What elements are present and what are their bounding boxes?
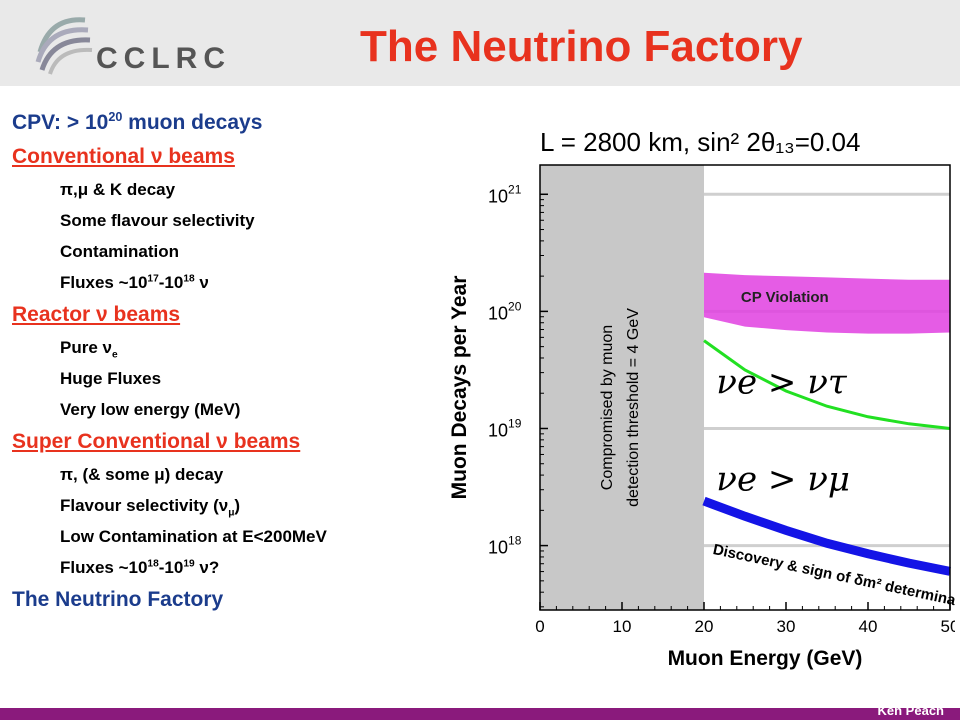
y-tick-base: 10: [488, 538, 508, 558]
bullet-item: Super Conventional ν beams: [12, 430, 301, 453]
bullet-item: Some flavour selectivity: [60, 211, 255, 230]
bullet-text: ν: [194, 273, 209, 292]
bullet-text: Flavour selectivity (ν: [60, 496, 229, 515]
logo-swirl-icon: [35, 17, 93, 75]
bullet-text: -10: [158, 273, 184, 292]
bullet-item: Huge Fluxes: [60, 369, 162, 388]
x-tick-label: 40: [859, 617, 878, 636]
logo-text: CCLRC: [96, 42, 231, 75]
bullet-text: Pure ν: [60, 338, 112, 357]
bullet-item: Fluxes ~1017-1018 ν: [12, 267, 442, 298]
series-note: Discovery & sign of δm² determination: [711, 541, 955, 615]
bullet-item: Low Contamination at E<200MeV: [60, 527, 327, 546]
bullet-script: 18: [183, 273, 195, 285]
bullet-item: Contamination: [60, 242, 179, 261]
bullet-item: The Neutrino Factory: [12, 588, 224, 611]
bullet-text: muon decays: [122, 111, 263, 134]
bullet-script: e: [111, 349, 118, 361]
x-tick-label: 20: [695, 617, 714, 636]
y-tick-label: 1019: [488, 416, 522, 440]
bullet-text: Fluxes ~10: [60, 558, 148, 577]
y-tick-label: 1020: [488, 299, 522, 323]
shaded-region: [540, 165, 704, 610]
x-tick-label: 30: [777, 617, 796, 636]
y-tick-label: 1018: [488, 534, 522, 558]
bullet-item: Pure νe: [12, 332, 442, 363]
author-name: Ken Peach: [877, 703, 944, 718]
shaded-label: detection threshold = 4 GeV: [625, 308, 642, 507]
y-tick-exp: 20: [508, 299, 522, 313]
bullet-item: Conventional ν beams: [12, 145, 235, 168]
x-tick-label: 50: [941, 617, 955, 636]
y-axis-label: Muon Decays per Year: [448, 276, 471, 500]
x-axis-label: Muon Energy (GeV): [668, 647, 863, 670]
y-tick-label: 1021: [488, 182, 522, 206]
series-label: νe > ντ: [716, 362, 848, 402]
bullet-script: 19: [183, 558, 195, 570]
bullet-item: Very low energy (MeV): [60, 400, 241, 419]
bullet-item: π,μ & K decay: [60, 180, 176, 199]
bullet-text: ): [234, 496, 241, 515]
cclrc-logo: [30, 12, 240, 78]
bullet-script: 20: [108, 110, 123, 124]
bullet-item: Reactor ν beams: [12, 303, 181, 326]
y-tick-exp: 19: [508, 416, 522, 430]
bullet-script: 18: [147, 558, 159, 570]
y-tick-base: 10: [488, 420, 508, 440]
header-band: [0, 0, 960, 86]
x-tick-label: 10: [613, 617, 632, 636]
footer-band: [0, 708, 960, 720]
series-label: νe > νμ: [716, 460, 850, 500]
bullet-item: Fluxes ~1018-1019 ν?: [12, 552, 442, 583]
bullet-text: CPV: > 10: [12, 111, 109, 134]
cp-violation-band: [704, 272, 950, 334]
shaded-label: Compromised by muon: [599, 325, 616, 490]
bullet-text: ν?: [194, 558, 220, 577]
slide-title: The Neutrino Factory: [360, 22, 803, 71]
bullet-text: Fluxes ~10: [60, 273, 148, 292]
bullet-script: μ: [228, 507, 235, 519]
bullet-item: Flavour selectivity (νμ): [12, 490, 442, 521]
bullet-item: CPV: > 1020 muon decays: [12, 106, 442, 140]
band-label: CP Violation: [741, 289, 829, 306]
chart-title: L = 2800 km, sin² 2θ₁₃=0.04: [540, 127, 860, 157]
y-tick-exp: 21: [508, 182, 522, 196]
y-tick-base: 10: [488, 186, 508, 206]
bullet-text: -10: [158, 558, 184, 577]
y-tick-base: 10: [488, 303, 508, 323]
muon-decay-chart: CP Violation νe > ντ νe > νμ Discovery & si…: [448, 127, 955, 670]
x-tick-label: 0: [535, 617, 544, 636]
plot-frame: [539, 164, 951, 611]
y-tick-exp: 18: [508, 534, 522, 548]
bullet-item: π, (& some μ) decay: [60, 465, 224, 484]
bullet-list: CPV: > 1020 muon decays Conventional ν be…: [12, 106, 442, 617]
bullet-script: 17: [147, 273, 159, 285]
